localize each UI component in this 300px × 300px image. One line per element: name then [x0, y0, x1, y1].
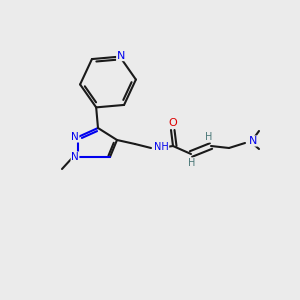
Text: N: N — [71, 132, 79, 142]
Text: O: O — [169, 118, 177, 128]
Text: N: N — [71, 152, 79, 162]
Text: H: H — [205, 132, 213, 142]
Text: NH: NH — [154, 142, 169, 152]
Text: N: N — [117, 51, 125, 61]
Text: H: H — [188, 158, 196, 168]
Text: N: N — [249, 136, 257, 146]
